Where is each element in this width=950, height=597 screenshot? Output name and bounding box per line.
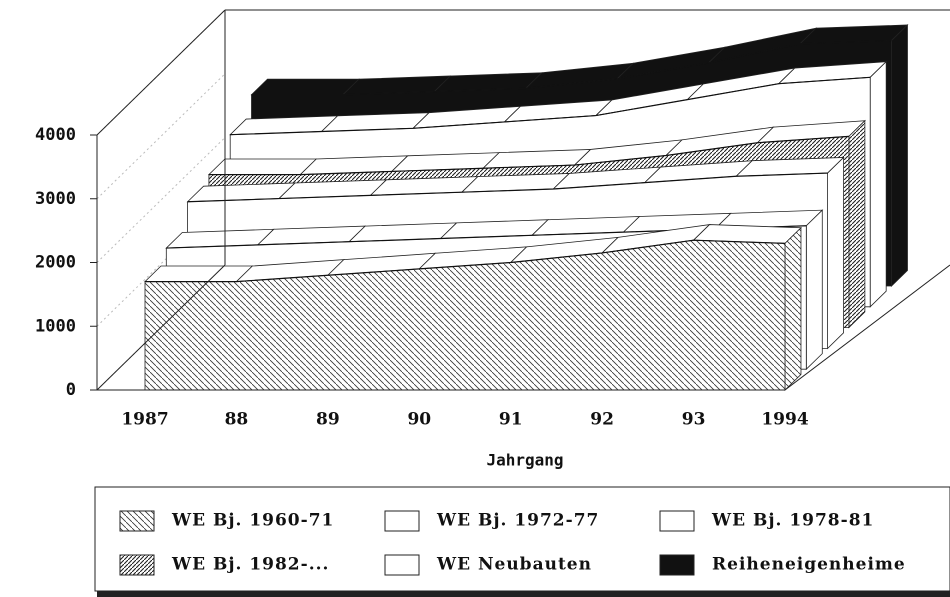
legend-swatch xyxy=(119,554,155,576)
x-tick-label: 1994 xyxy=(761,410,808,430)
ribbon-end xyxy=(891,24,908,287)
x-tick-label: 1987 xyxy=(121,410,168,430)
x-tick-label: 89 xyxy=(316,410,340,430)
ribbon-end xyxy=(848,119,866,329)
ribbon-end xyxy=(869,60,887,308)
series-line xyxy=(208,135,849,176)
series-line xyxy=(251,39,892,96)
x-tick-label: 88 xyxy=(225,410,249,430)
legend-swatch xyxy=(659,510,695,532)
legend-box xyxy=(94,486,950,592)
grid-line xyxy=(96,73,226,200)
legend-label: WE Bj. 1972-77 xyxy=(436,511,599,531)
legend-label: WE Bj. 1982-... xyxy=(171,555,329,575)
legend-label: WE Bj. 1978-81 xyxy=(711,511,874,531)
y-tick-label: 0 xyxy=(66,380,76,400)
ribbon-end xyxy=(805,209,823,371)
ribbon-end xyxy=(827,156,844,350)
series-line xyxy=(187,172,828,203)
x-tick-label: 90 xyxy=(407,410,431,430)
ribbon-top xyxy=(144,265,254,283)
y-tick-label: 1000 xyxy=(35,316,76,336)
legend-shadow xyxy=(97,591,950,597)
x-tick-label: 91 xyxy=(499,410,523,430)
y-tick-label: 3000 xyxy=(35,189,76,209)
ribbon-end xyxy=(784,226,802,391)
x-tick-label: 93 xyxy=(682,410,706,430)
axes-frame xyxy=(96,9,950,391)
legend-swatch xyxy=(384,554,420,576)
series-line xyxy=(230,76,871,136)
ribbon-top xyxy=(250,78,360,96)
legend-label: Reiheneigenheime xyxy=(712,555,906,575)
legend-label: WE Bj. 1960-71 xyxy=(171,511,334,531)
legend-swatch xyxy=(119,510,155,532)
x-axis-label: Jahrgang xyxy=(486,451,563,470)
y-tick-label: 4000 xyxy=(35,125,76,145)
series-line xyxy=(145,239,786,283)
legend-swatch xyxy=(384,510,420,532)
legend-swatch xyxy=(659,554,695,576)
y-tick-label: 2000 xyxy=(35,253,76,273)
series-ribbon xyxy=(144,224,802,391)
legend-label: WE Neubauten xyxy=(436,555,592,575)
x-tick-label: 92 xyxy=(590,410,614,430)
